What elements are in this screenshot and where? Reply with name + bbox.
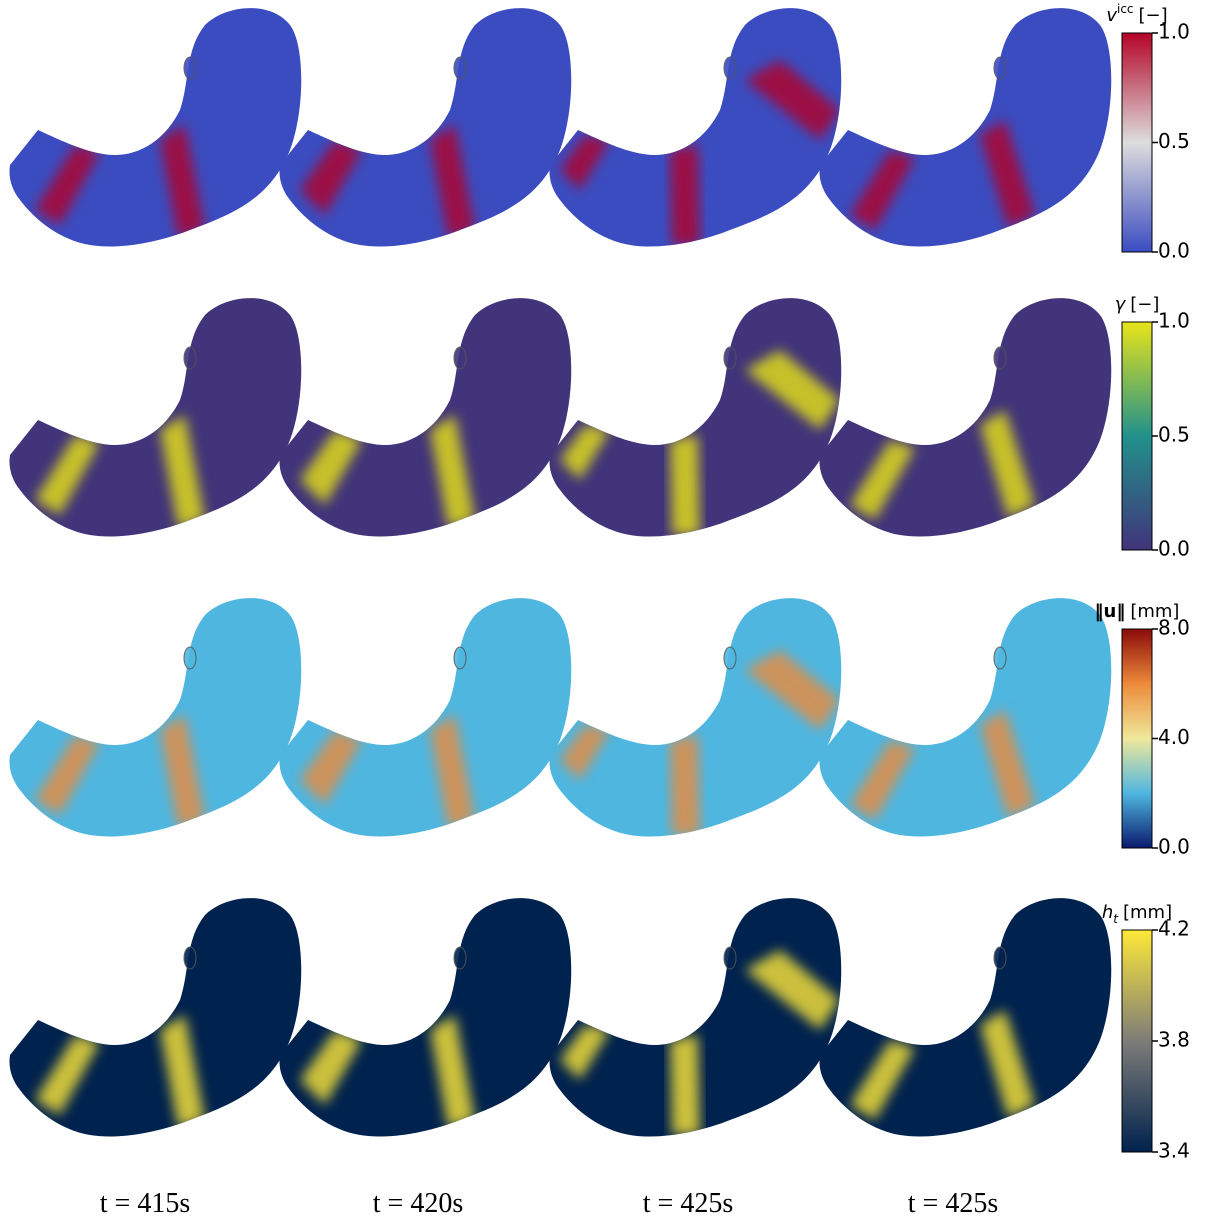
colorbar-tick-label: 8.0 (1158, 616, 1190, 640)
stomach-render (9, 898, 302, 1137)
stomach-render (549, 298, 842, 537)
stomach-render (819, 598, 1112, 837)
time-label: t = 425s (643, 1188, 733, 1219)
time-label: t = 415s (100, 1188, 190, 1219)
stomach-render (819, 898, 1112, 1137)
stomach-render (549, 898, 842, 1137)
colorbar-tick-label: 0.0 (1158, 239, 1190, 263)
stomach-render (279, 298, 572, 537)
colorbar-title: vicc [−] (1106, 2, 1167, 26)
colorbar-tick-label: 4.2 (1158, 917, 1190, 941)
colorbar-tick-label: 0.0 (1158, 835, 1190, 859)
colorbar-tick-label: 3.8 (1158, 1028, 1190, 1052)
stomach-render (819, 8, 1112, 247)
colorbar-unit: [−] (1139, 5, 1168, 26)
colorbar-tick-label: 4.0 (1158, 725, 1190, 749)
stomach-render (549, 598, 842, 837)
colorbar-symbol: γ (1115, 294, 1127, 315)
stomach-render (9, 298, 302, 537)
colorbar-superscript: icc (1117, 2, 1134, 16)
stomach-render (819, 298, 1112, 537)
colorbar-symbol: h (1102, 902, 1113, 923)
stomach-render (9, 8, 302, 247)
time-label: t = 425s (908, 1188, 998, 1219)
colorbar-tick-label: 1.0 (1158, 309, 1190, 333)
colorbar (1121, 32, 1153, 253)
colorbar-tick-label: 3.4 (1158, 1139, 1190, 1163)
colorbar-title: ‖u‖ [mm] (1095, 601, 1180, 622)
stomach-render (549, 8, 842, 247)
stomach-render (279, 898, 572, 1137)
colorbar-unit: [mm] (1123, 902, 1172, 923)
colorbar (1121, 929, 1153, 1153)
colorbar-subscript: t (1113, 912, 1119, 926)
colorbar-unit: [mm] (1130, 601, 1179, 622)
colorbar-title: γ [−] (1115, 294, 1160, 315)
stomach-render (279, 8, 572, 247)
stomach-render (279, 598, 572, 837)
colorbar-symbol: ‖u‖ (1095, 601, 1126, 622)
colorbar-tick-label: 0.0 (1158, 537, 1190, 561)
colorbar (1121, 628, 1153, 849)
colorbar (1121, 321, 1153, 551)
colorbar-tick-label: 0.5 (1158, 423, 1190, 447)
time-label: t = 420s (373, 1188, 463, 1219)
colorbar-unit: [−] (1130, 294, 1159, 315)
colorbar-symbol: v (1106, 5, 1117, 26)
stomach-render (9, 598, 302, 837)
colorbar-title: ht [mm] (1102, 902, 1172, 926)
colorbar-tick-label: 1.0 (1158, 20, 1190, 44)
colorbar-tick-label: 0.5 (1158, 129, 1190, 153)
